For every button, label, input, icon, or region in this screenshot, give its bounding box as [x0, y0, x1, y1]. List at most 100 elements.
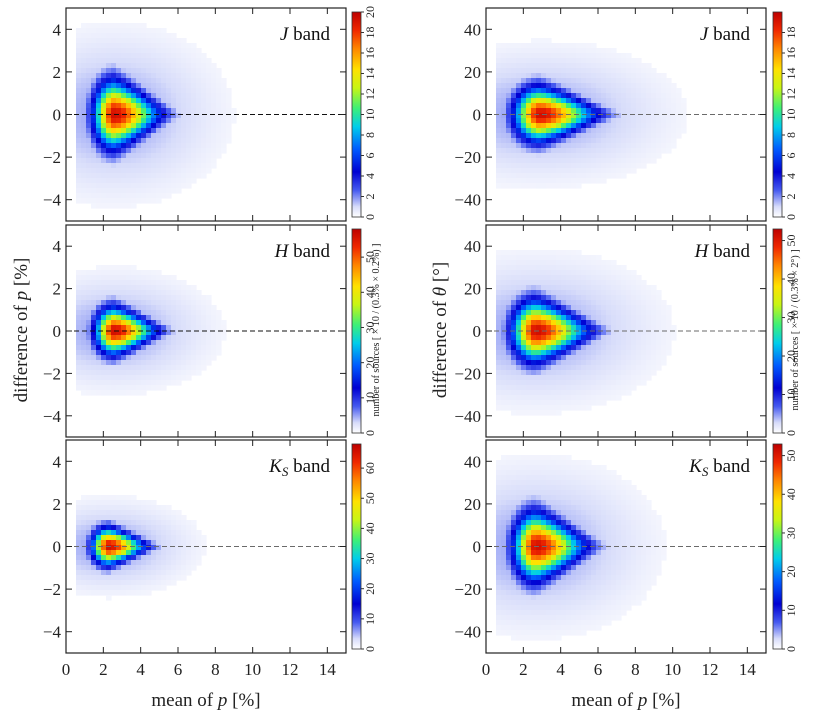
y-tick-label: 2	[53, 495, 62, 514]
band-label: J band	[280, 24, 331, 45]
y-tick-label: 0	[473, 106, 482, 125]
panel-theta-ks: −40 −20 0 20 40 KS band 0 10 20 30 40 50	[454, 439, 798, 654]
colorbar-tick-label: 0	[363, 646, 377, 652]
colorbar-tick-label: 20	[363, 6, 377, 18]
colorbar-tick-label: 0	[784, 430, 798, 436]
colorbar-tick-label: 40	[784, 273, 798, 285]
y-tick-label: −4	[43, 407, 62, 426]
y-tick-label: 0	[53, 106, 62, 125]
y-tick-label: −2	[43, 148, 61, 167]
density-map	[496, 455, 667, 641]
y-tick-label: 4	[53, 20, 62, 39]
colorbar-tick-label: 10	[784, 109, 798, 121]
colorbar-tick-label: 20	[363, 357, 377, 369]
colorbar-tick-label: 14	[363, 68, 377, 80]
colorbar-tick-label: 0	[784, 214, 798, 220]
colorbar-tick-label: 50	[363, 492, 377, 504]
y-tick-label: −2	[43, 364, 61, 383]
colorbar-tick-label: 20	[784, 566, 798, 578]
y-tick-label: −20	[454, 580, 481, 599]
y-tick-label: 40	[464, 452, 481, 471]
colorbar-tick-label: 50	[784, 450, 798, 462]
colorbar-tick-label: 8	[363, 132, 377, 138]
colorbar-tick-label: 4	[363, 173, 377, 179]
colorbar	[351, 443, 362, 650]
colorbar-tick-label: 10	[784, 604, 798, 616]
y-tick-label: 4	[53, 452, 62, 471]
colorbar-tick-label: 50	[784, 235, 798, 247]
x-tick-label: 4	[136, 660, 145, 679]
colorbar-tick-label: 30	[784, 312, 798, 324]
colorbar-tick-label: 10	[363, 109, 377, 121]
colorbar-tick-label: 14	[784, 68, 798, 80]
colorbar-tick-label: 10	[363, 613, 377, 625]
y-tick-label: −4	[43, 191, 62, 210]
panel-p-j: −4 −2 0 2 4 J band 0 2 4 6 8 10 12 14 16 18 20	[43, 6, 377, 222]
y-tick-label: 2	[53, 63, 62, 82]
colorbar-tick-label: 0	[363, 214, 377, 220]
density-map	[76, 23, 237, 209]
y-tick-label: 40	[464, 237, 481, 256]
colorbar-tick-label: 20	[784, 350, 798, 362]
x-tick-label: 6	[174, 660, 183, 679]
y-tick-label: 2	[53, 280, 62, 299]
colorbar-tick-label: 0	[784, 646, 798, 652]
x-tick-label: 12	[282, 660, 299, 679]
y-tick-label: 20	[464, 63, 481, 82]
colorbar-tick-label: 20	[363, 583, 377, 595]
colorbar-tick-label: 40	[363, 286, 377, 298]
y-tick-label: 0	[473, 538, 482, 557]
y-tick-label: −20	[454, 364, 481, 383]
x-tick-label: 2	[99, 660, 108, 679]
colorbar-tick-label: 60	[363, 462, 377, 474]
colorbar-tick-label: 8	[784, 132, 798, 138]
colorbar-tick-label: 6	[363, 153, 377, 159]
colorbar-tick-label: 4	[784, 173, 798, 179]
colorbar-label: number of sources [ × 10 / (0.3% × 0.2%)…	[371, 244, 382, 417]
colorbar	[351, 228, 362, 434]
colorbar-tick-label: 50	[363, 251, 377, 263]
colorbar	[351, 11, 362, 218]
x-tick-label: 8	[211, 660, 220, 679]
colorbar-tick-label: 16	[784, 47, 798, 59]
colorbar-tick-label: 40	[363, 522, 377, 534]
density-map	[76, 265, 227, 396]
x-tick-label: 2	[519, 660, 528, 679]
x-tick-label: 8	[631, 660, 640, 679]
density-map	[76, 495, 207, 601]
y-axis-label: difference of p [%]	[11, 258, 32, 403]
band-label: H band	[274, 241, 331, 262]
colorbar-tick-label: 12	[363, 88, 377, 100]
band-label: KS band	[268, 456, 330, 479]
colorbar-tick-label: 6	[784, 153, 798, 159]
y-tick-label: −20	[454, 148, 481, 167]
colorbar-tick-label: 16	[363, 47, 377, 59]
x-tick-label: 10	[244, 660, 261, 679]
x-axis-label: mean of p [%]	[571, 690, 680, 711]
colorbar-tick-label: 0	[363, 430, 377, 436]
colorbar	[772, 443, 783, 650]
x-tick-label: 0	[482, 660, 491, 679]
colorbar-tick-label: 10	[784, 389, 798, 401]
colorbar-tick-label: 30	[363, 553, 377, 565]
panel-theta-h: −40 −20 0 20 40 H band 0 10 20 30 40 50	[454, 224, 798, 438]
y-tick-label: 0	[53, 538, 62, 557]
panel-p-h: −4 −2 0 2 4 H band 0 10 20 30 40 50	[43, 224, 377, 438]
y-tick-label: −40	[454, 191, 481, 210]
y-tick-label: 0	[53, 322, 62, 341]
y-tick-label: 20	[464, 495, 481, 514]
colorbar-label: number of sources [ × 10 / (0.3% × 2°) ]	[790, 249, 801, 410]
colorbar-tick-label: 10	[363, 392, 377, 404]
panel-p-ks: −4 −2 0 2 4 KS band 0 10 20 30 40 50 60	[43, 439, 377, 654]
colorbar-tick-label: 40	[784, 488, 798, 500]
x-tick-label: 10	[664, 660, 681, 679]
band-label: J band	[700, 24, 751, 45]
panel-theta-j: −40 −20 0 20 40 J band 0 2 4 6 8 10 12 14 16 18	[454, 7, 798, 222]
y-tick-label: −4	[43, 623, 62, 642]
x-tick-label: 14	[739, 660, 757, 679]
density-map	[496, 38, 687, 189]
x-tick-label: 6	[594, 660, 603, 679]
y-tick-label: 0	[473, 322, 482, 341]
colorbar-tick-label: 2	[784, 194, 798, 200]
